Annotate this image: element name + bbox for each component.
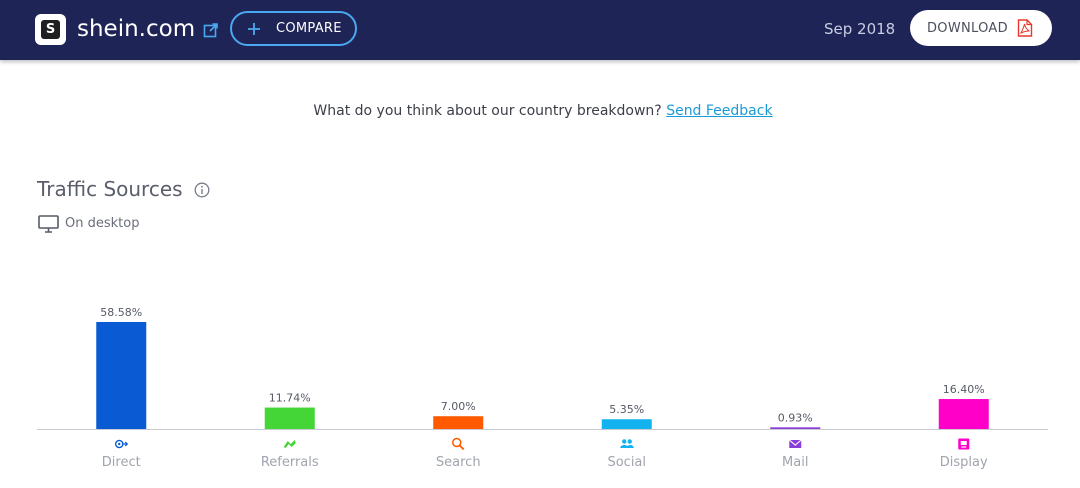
category-label-direct[interactable]: Direct — [102, 455, 141, 470]
pdf-icon — [1017, 19, 1033, 37]
compare-button-label: COMPARE — [276, 21, 342, 36]
bar-referrals[interactable] — [264, 407, 315, 429]
date-range[interactable]: Sep 2018 — [824, 20, 896, 38]
site-logo-letter: S — [41, 20, 60, 39]
value-label-social: 5.35% — [609, 403, 644, 416]
value-label-display: 16.40% — [943, 383, 985, 396]
plus-icon — [248, 22, 260, 35]
category-label-display[interactable]: Display — [940, 455, 988, 470]
value-label-referrals: 11.74% — [269, 392, 311, 405]
bar-mail[interactable] — [770, 427, 821, 429]
social-icon — [620, 439, 634, 448]
bar-direct[interactable] — [96, 322, 147, 429]
value-label-direct: 58.58% — [100, 306, 142, 319]
mail-icon — [788, 439, 802, 448]
bar-search[interactable] — [433, 416, 484, 429]
feedback-question: What do you think about our country brea… — [313, 103, 662, 119]
bar-display[interactable] — [938, 399, 989, 429]
site-favicon: S — [35, 14, 66, 45]
desktop-icon — [38, 215, 59, 233]
referrals-icon — [283, 440, 296, 448]
value-label-search: 7.00% — [441, 400, 476, 413]
compare-button[interactable]: COMPARE — [230, 11, 357, 46]
bar-social[interactable] — [601, 419, 652, 429]
download-button-label: DOWNLOAD — [927, 20, 1008, 36]
category-label-mail[interactable]: Mail — [782, 455, 808, 470]
download-button[interactable]: DOWNLOAD — [910, 10, 1052, 46]
site-name: shein.com — [77, 16, 196, 42]
device-label: On desktop — [65, 216, 140, 231]
category-label-search[interactable]: Search — [436, 455, 481, 470]
external-link-icon[interactable] — [203, 22, 219, 38]
info-icon[interactable] — [194, 182, 210, 198]
feedback-prompt: What do you think about our country brea… — [0, 103, 1080, 119]
direct-icon — [114, 439, 129, 449]
section-title: Traffic Sources — [37, 177, 183, 201]
top-bar: S shein.com COMPARE Sep 2018 DOWNLOAD — [0, 0, 1080, 60]
category-label-social[interactable]: Social — [607, 455, 646, 470]
category-label-referrals[interactable]: Referrals — [261, 455, 319, 470]
send-feedback-link[interactable]: Send Feedback — [666, 103, 773, 119]
display-icon — [958, 438, 970, 450]
search-icon — [452, 437, 465, 451]
value-label-mail: 0.93% — [778, 411, 813, 424]
